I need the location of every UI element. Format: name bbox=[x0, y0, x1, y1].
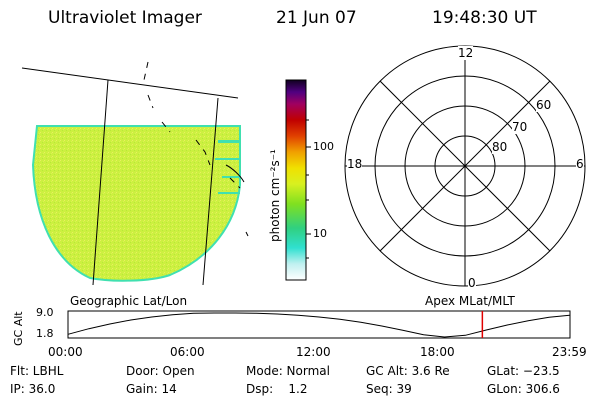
status-filter: Flt: LBHL bbox=[10, 364, 64, 378]
status-door: Door: Open bbox=[126, 364, 195, 378]
geographic-grid-label: Geographic Lat/Lon bbox=[70, 294, 188, 308]
colorbar-tick-100: 100 bbox=[313, 140, 334, 153]
alt-chart-plot bbox=[67, 311, 570, 338]
alt-x-tick-1800: 18:00 bbox=[420, 345, 455, 359]
mlt-label-0: 0 bbox=[468, 276, 476, 290]
mlat-label-60: 60 bbox=[536, 98, 552, 112]
colorbar-tick-10: 10 bbox=[313, 227, 327, 240]
status-seq: Seq: 39 bbox=[366, 382, 412, 396]
alt-y-tick-max: 9.0 bbox=[36, 306, 54, 319]
status-mode: Mode: Normal bbox=[246, 364, 330, 378]
status-gain: Gain: 14 bbox=[126, 382, 177, 396]
mlat-label-80: 80 bbox=[492, 140, 508, 154]
apex-grid-label: Apex MLat/MLT bbox=[425, 294, 515, 308]
instrument-title: Ultraviolet Imager bbox=[48, 8, 202, 28]
alt-x-tick-1200: 12:00 bbox=[296, 345, 331, 359]
time-label: 19:48:30 UT bbox=[432, 8, 537, 28]
alt-x-tick-0600: 06:00 bbox=[170, 345, 205, 359]
alt-x-tick-2359: 23:59 bbox=[552, 345, 587, 359]
mlat-label-70: 70 bbox=[512, 120, 528, 134]
alt-chart-ylabel: GC Alt bbox=[12, 311, 25, 346]
status-dsp: Dsp: 1.2 bbox=[246, 382, 308, 396]
colorbar bbox=[285, 79, 311, 281]
mlt-label-6: 6 bbox=[576, 157, 584, 171]
status-glon: GLon: 306.6 bbox=[487, 382, 560, 396]
colorbar-unit-label: photon cm⁻²s⁻¹ bbox=[268, 149, 282, 242]
alt-chart-frame bbox=[67, 310, 571, 339]
status-ip: IP: 36.0 bbox=[10, 382, 56, 396]
status-glat: GLat: −23.5 bbox=[487, 364, 560, 378]
polar-grid bbox=[344, 45, 586, 287]
alt-x-tick-0000: 00:00 bbox=[48, 345, 83, 359]
alt-series-line bbox=[67, 312, 570, 338]
status-gc-alt: GC Alt: 3.6 Re bbox=[366, 364, 450, 378]
uv-auroral-image bbox=[21, 61, 249, 286]
alt-y-tick-min: 1.8 bbox=[36, 327, 54, 340]
date-label: 21 Jun 07 bbox=[276, 8, 357, 28]
mlt-label-12: 12 bbox=[458, 46, 474, 60]
mlt-label-18: 18 bbox=[347, 157, 363, 171]
